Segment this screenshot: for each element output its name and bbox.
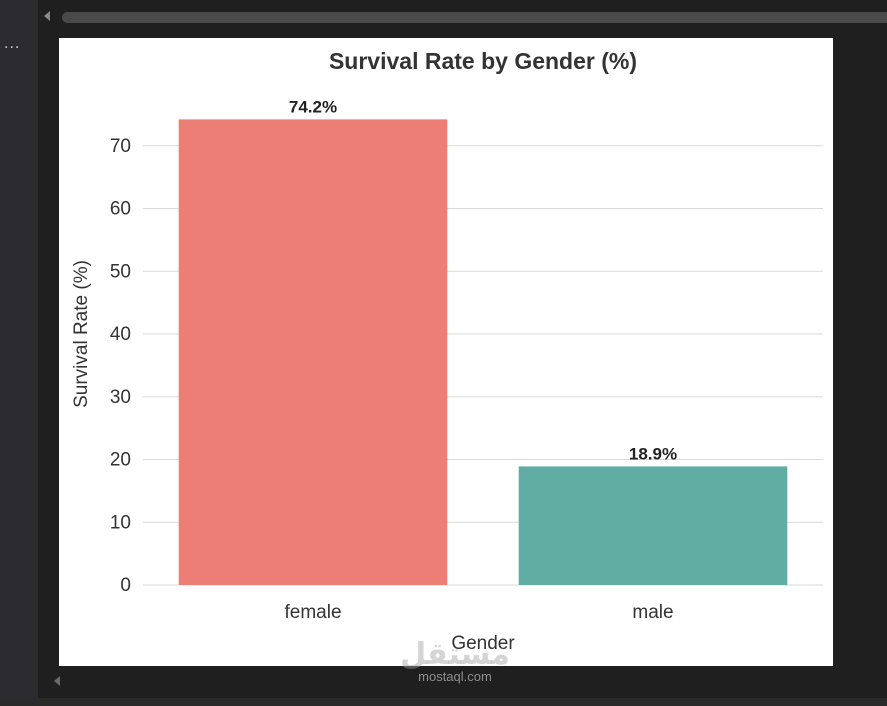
- chart-figure: 0 10 20 30 40 50 60 70 74.2% female 18.9% male Survi…: [59, 38, 833, 666]
- y-tick-label: 50: [110, 261, 131, 282]
- horizontal-scrollbar-bottom[interactable]: [38, 672, 887, 694]
- watermark: مستقل mostaql.com: [380, 640, 530, 684]
- y-tick-label: 0: [120, 575, 131, 596]
- scrollbar-thumb[interactable]: [62, 12, 887, 23]
- data-label: 18.9%: [629, 444, 677, 463]
- y-tick-label: 70: [110, 136, 131, 157]
- watermark-logo: مستقل: [400, 637, 510, 672]
- x-axis-label: Gender: [451, 633, 515, 654]
- scroll-left-arrow-icon[interactable]: [54, 676, 60, 686]
- bar-chart: 0 10 20 30 40 50 60 70 74.2% female 18.9% male Survi…: [71, 48, 823, 654]
- y-tick-label: 40: [110, 324, 131, 345]
- data-label: 74.2%: [289, 97, 337, 116]
- more-options-icon[interactable]: ...: [4, 36, 21, 52]
- bar-female: [178, 119, 448, 586]
- y-tick-label: 20: [110, 450, 131, 471]
- x-tick-label: female: [284, 602, 341, 623]
- y-tick-label: 30: [110, 387, 131, 408]
- y-tick-label: 60: [110, 199, 131, 220]
- bar-male: [518, 466, 788, 585]
- y-tick-label: 10: [110, 512, 131, 533]
- scroll-left-arrow-icon[interactable]: [44, 11, 50, 21]
- x-tick-label: male: [632, 602, 673, 623]
- chart-title: Survival Rate by Gender (%): [329, 48, 637, 74]
- horizontal-scrollbar-top[interactable]: [38, 6, 887, 28]
- y-axis-label: Survival Rate (%): [71, 260, 92, 408]
- editor-left-gutter: ...: [0, 0, 38, 706]
- bottom-strip: [0, 698, 887, 706]
- watermark-url: mostaql.com: [418, 669, 492, 684]
